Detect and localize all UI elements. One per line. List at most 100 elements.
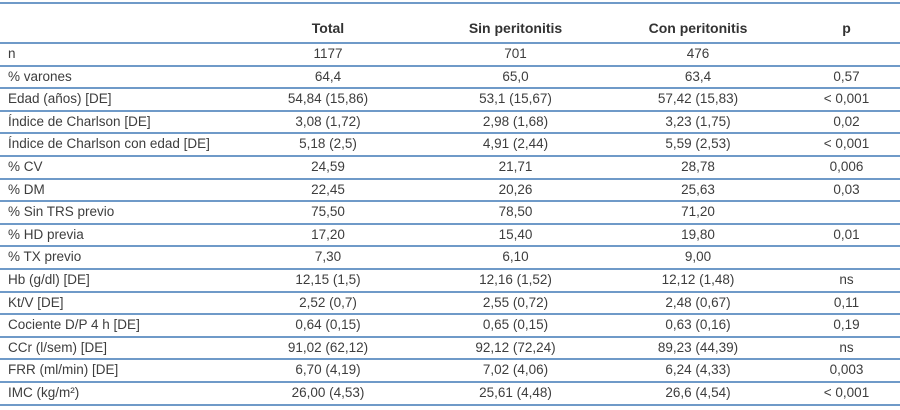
table-body: n 1177 701 476% varones 64,4 65,0 63,4 0,57 Edad… — [0, 43, 900, 406]
cell-con-peritonitis: 71,20 — [603, 201, 793, 225]
cell-p-value — [793, 43, 900, 67]
cell-con-peritonitis: 0,63 (0,16) — [603, 314, 793, 338]
row-label: % HD previa — [0, 223, 228, 248]
cell-total: 22,45 — [228, 178, 428, 203]
table-row: Índice de Charlson [DE] 3,08 (1,72) 2,98 (… — [0, 110, 900, 135]
table-row: Hb (g/dl) [DE] 12,15 (1,5) 12,16 (1,52) 12,… — [0, 268, 900, 293]
header-con-peritonitis: Con peritonitis — [603, 3, 793, 44]
row-label: % varones — [0, 65, 228, 90]
table-row: FRR (ml/min) [DE] 6,70 (4,19) 7,02 (4,06) 6… — [0, 359, 900, 383]
cell-con-peritonitis: 12,12 (1,48) — [603, 268, 793, 293]
cell-sin-peritonitis: 12,16 (1,52) — [428, 268, 603, 293]
cell-total: 64,4 — [228, 65, 428, 90]
table-row: Índice de Charlson con edad [DE] 5,18 (2,… — [0, 133, 900, 157]
cell-con-peritonitis: 2,48 (0,67) — [603, 291, 793, 316]
cell-total: 0,64 (0,15) — [228, 314, 428, 338]
cell-sin-peritonitis: 15,40 — [428, 223, 603, 248]
cell-sin-peritonitis: 20,26 — [428, 178, 603, 203]
cell-con-peritonitis: 476 — [603, 43, 793, 67]
cell-p-value: 0,11 — [793, 291, 900, 316]
cell-p-value: 0,003 — [793, 359, 900, 383]
table-row: CCr (l/sem) [DE] 91,02 (62,12) 92,12 (72,2… — [0, 336, 900, 361]
table-row: Kt/V [DE] 2,52 (0,7) 2,55 (0,72) 2,48 (0,67… — [0, 291, 900, 316]
row-label: Edad (años) [DE] — [0, 88, 228, 112]
cell-sin-peritonitis: 6,10 — [428, 246, 603, 270]
row-label: Índice de Charlson [DE] — [0, 110, 228, 135]
table-row: % varones 64,4 65,0 63,4 0,57 — [0, 65, 900, 90]
cell-total: 75,50 — [228, 201, 428, 225]
cell-total: 54,84 (15,86) — [228, 88, 428, 112]
cell-sin-peritonitis: 25,61 (4,48) — [428, 381, 603, 406]
row-label: IMC (kg/m²) — [0, 381, 228, 406]
cell-sin-peritonitis: 4,91 (2,44) — [428, 133, 603, 157]
cell-p-value: 0,02 — [793, 110, 900, 135]
cell-p-value: 0,01 — [793, 223, 900, 248]
cell-total: 3,08 (1,72) — [228, 110, 428, 135]
cell-sin-peritonitis: 92,12 (72,24) — [428, 336, 603, 361]
header-row: Total Sin peritonitis Con peritonitis p — [0, 3, 900, 44]
cell-sin-peritonitis: 2,55 (0,72) — [428, 291, 603, 316]
cell-con-peritonitis: 3,23 (1,75) — [603, 110, 793, 135]
cell-sin-peritonitis: 701 — [428, 43, 603, 67]
cell-sin-peritonitis: 53,1 (15,67) — [428, 88, 603, 112]
cell-p-value: < 0,001 — [793, 88, 900, 112]
row-label: % TX previo — [0, 246, 228, 270]
row-label: FRR (ml/min) [DE] — [0, 359, 228, 383]
cell-con-peritonitis: 57,42 (15,83) — [603, 88, 793, 112]
cell-con-peritonitis: 63,4 — [603, 65, 793, 90]
cell-total: 17,20 — [228, 223, 428, 248]
header-blank — [0, 3, 228, 44]
cell-con-peritonitis: 19,80 — [603, 223, 793, 248]
cell-p-value: ns — [793, 268, 900, 293]
table-row: Edad (años) [DE] 54,84 (15,86) 53,1 (15,67… — [0, 88, 900, 112]
row-label: % Sin TRS previo — [0, 201, 228, 225]
row-label: % CV — [0, 155, 228, 180]
row-label: CCr (l/sem) [DE] — [0, 336, 228, 361]
cell-p-value: 0,006 — [793, 155, 900, 180]
table-row: IMC (kg/m²) 26,00 (4,53) 25,61 (4,48) 26,6 … — [0, 381, 900, 406]
cell-con-peritonitis: 6,24 (4,33) — [603, 359, 793, 383]
cell-total: 7,30 — [228, 246, 428, 270]
cell-p-value: < 0,001 — [793, 381, 900, 406]
cell-total: 91,02 (62,12) — [228, 336, 428, 361]
cell-sin-peritonitis: 0,65 (0,15) — [428, 314, 603, 338]
header-total: Total — [228, 3, 428, 44]
cell-sin-peritonitis: 2,98 (1,68) — [428, 110, 603, 135]
cell-p-value: ns — [793, 336, 900, 361]
table-row: % Sin TRS previo 75,50 78,50 71,20 — [0, 201, 900, 225]
row-label: n — [0, 43, 228, 67]
cell-total: 5,18 (2,5) — [228, 133, 428, 157]
cell-con-peritonitis: 89,23 (44,39) — [603, 336, 793, 361]
cell-total: 12,15 (1,5) — [228, 268, 428, 293]
cell-con-peritonitis: 26,6 (4,54) — [603, 381, 793, 406]
table-row: n 1177 701 476 — [0, 43, 900, 67]
table-row: % HD previa 17,20 15,40 19,80 0,01 — [0, 223, 900, 248]
header-sin-peritonitis: Sin peritonitis — [428, 3, 603, 44]
cell-total: 26,00 (4,53) — [228, 381, 428, 406]
row-label: Cociente D/P 4 h [DE] — [0, 314, 228, 338]
cell-p-value: 0,03 — [793, 178, 900, 203]
table-header: Total Sin peritonitis Con peritonitis p — [0, 3, 900, 44]
cell-con-peritonitis: 5,59 (2,53) — [603, 133, 793, 157]
cell-sin-peritonitis: 78,50 — [428, 201, 603, 225]
row-label: % DM — [0, 178, 228, 203]
cell-con-peritonitis: 28,78 — [603, 155, 793, 180]
header-p-value: p — [793, 3, 900, 44]
row-label: Kt/V [DE] — [0, 291, 228, 316]
cell-p-value — [793, 201, 900, 225]
row-label: Índice de Charlson con edad [DE] — [0, 133, 228, 157]
row-label: Hb (g/dl) [DE] — [0, 268, 228, 293]
cell-con-peritonitis: 25,63 — [603, 178, 793, 203]
cell-p-value — [793, 246, 900, 270]
cell-sin-peritonitis: 7,02 (4,06) — [428, 359, 603, 383]
cell-sin-peritonitis: 21,71 — [428, 155, 603, 180]
cell-total: 24,59 — [228, 155, 428, 180]
cell-total: 6,70 (4,19) — [228, 359, 428, 383]
cell-sin-peritonitis: 65,0 — [428, 65, 603, 90]
table-row: % CV 24,59 21,71 28,78 0,006 — [0, 155, 900, 180]
table-row: % TX previo 7,30 6,10 9,00 — [0, 246, 900, 270]
cell-total: 2,52 (0,7) — [228, 291, 428, 316]
table-row: % DM 22,45 20,26 25,63 0,03 — [0, 178, 900, 203]
